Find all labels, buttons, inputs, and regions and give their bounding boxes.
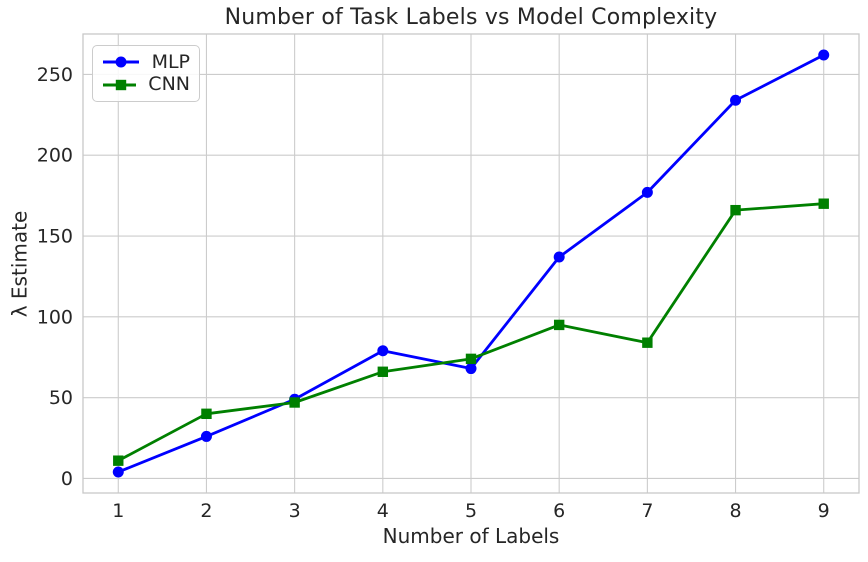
point-cnn-x2 (201, 408, 212, 420)
point-cnn-x1 (113, 455, 124, 466)
legend-item-mlp: MLP (102, 51, 190, 74)
point-cnn-x4 (377, 366, 389, 377)
legend-sample-mlp-icon (103, 56, 139, 68)
x-tick-label-1: 1 (112, 500, 124, 522)
x-tick-label-3: 3 (289, 500, 301, 522)
x-tick-label-6: 6 (553, 500, 565, 522)
y-tick-label-100: 100 (37, 306, 73, 328)
point-cnn-x9 (818, 198, 829, 209)
legend-label-mlp: MLP (151, 50, 190, 73)
x-tick-label-9: 9 (818, 500, 830, 522)
point-cnn-x8 (730, 204, 741, 216)
legend-label-cnn: CNN (148, 73, 190, 96)
x-tick-label-7: 7 (641, 500, 653, 522)
legend-item-cnn: CNN (102, 74, 190, 97)
point-cnn-x6 (553, 319, 565, 331)
legend: MLP CNN (92, 45, 200, 102)
x-tick-label-5: 5 (465, 500, 477, 522)
point-mlp-x2 (200, 430, 212, 442)
chart-title: Number of Task Labels vs Model Complexit… (224, 5, 718, 30)
x-tick-label-2: 2 (200, 500, 212, 522)
x-tick-label-8: 8 (729, 500, 741, 522)
x-tick-label-4: 4 (377, 500, 389, 522)
point-mlp-x9 (818, 49, 830, 61)
point-cnn-x7 (642, 337, 653, 348)
point-cnn-x3 (289, 397, 300, 408)
point-mlp-x5 (465, 363, 477, 375)
y-tick-label-200: 200 (37, 145, 73, 167)
y-tick-label-250: 250 (37, 64, 73, 86)
legend-sample-cnn-icon (103, 79, 137, 90)
y-tick-label-0: 0 (61, 468, 73, 490)
point-mlp-x4 (377, 345, 389, 357)
point-cnn-x5 (465, 353, 477, 365)
y-axis-label-wrap: λ Estimate (2, 34, 36, 493)
y-tick-label-50: 50 (49, 387, 73, 409)
y-axis-label: λ Estimate (7, 210, 32, 317)
point-mlp-x7 (641, 186, 653, 198)
x-axis-label: Number of Labels (382, 524, 560, 548)
point-mlp-x8 (730, 94, 742, 106)
y-tick-label-150: 150 (37, 226, 73, 248)
point-mlp-x6 (553, 251, 565, 263)
plot-border (82, 33, 860, 494)
point-mlp-x1 (112, 466, 124, 478)
